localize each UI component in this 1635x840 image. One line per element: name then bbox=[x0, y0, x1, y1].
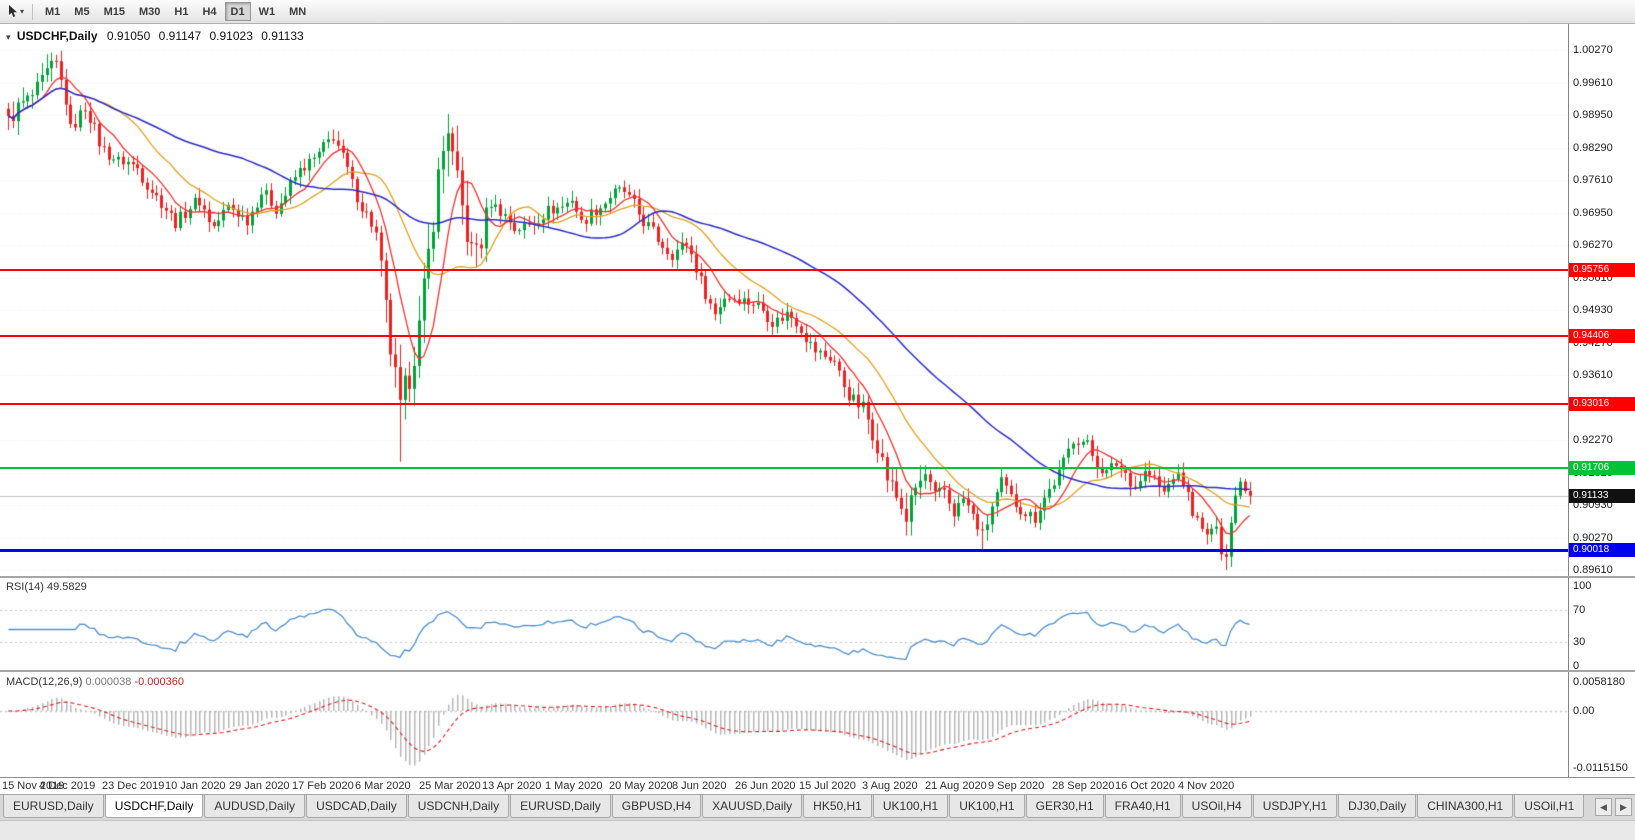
time-axis-label: 13 Apr 2020 bbox=[482, 780, 542, 792]
chart-tab-7-xauusd-daily[interactable]: XAUUSD,Daily bbox=[702, 795, 803, 818]
chart-tab-17-usoil-h1[interactable]: USOil,H1 bbox=[1514, 795, 1585, 818]
timeframe-button-h1[interactable]: H1 bbox=[168, 2, 194, 21]
chart-tab-6-gbpusd-h4[interactable]: GBPUSD,H4 bbox=[611, 795, 702, 818]
chart-tab-5-eurusd-daily[interactable]: EURUSD,Daily bbox=[510, 795, 611, 818]
price-tag-0.95756: 0.95756 bbox=[1569, 263, 1635, 277]
timeframe-button-m1[interactable]: M1 bbox=[39, 2, 66, 21]
price-axis-label: 0.96950 bbox=[1573, 207, 1613, 219]
rsi-axis-label: 70 bbox=[1573, 604, 1586, 616]
time-axis-label: 20 May 2020 bbox=[609, 780, 673, 792]
timeframe-button-m15[interactable]: M15 bbox=[98, 2, 131, 21]
price-tag-0.90018: 0.90018 bbox=[1569, 543, 1635, 557]
tabs-scroll-left-button[interactable]: ◀ bbox=[1595, 798, 1612, 816]
timeframe-toolbar: ▾ M1 M5 M15 M30 H1 H4 D1 W1 MN bbox=[0, 0, 1635, 24]
rsi-axis-label: 30 bbox=[1573, 636, 1586, 648]
time-axis-label: 15 Nov 2019 bbox=[2, 780, 65, 792]
macd-axis-label: 0.00 bbox=[1573, 705, 1595, 717]
price-axis: 1.00270 0.99610 0.98950 0.98290 0.97610 0.969… bbox=[1568, 24, 1635, 778]
time-axis-label: 16 Oct 2020 bbox=[1115, 780, 1175, 792]
macd-axis-label: 0.0058180 bbox=[1573, 676, 1625, 688]
price-axis-label: 0.99610 bbox=[1573, 77, 1613, 89]
time-axis-label: 25 Mar 2020 bbox=[419, 780, 481, 792]
price-axis-label: 0.98950 bbox=[1573, 109, 1613, 121]
chart-tabs-bar: EURUSD,Daily USDCHF,Daily AUDUSD,Daily USDC… bbox=[0, 794, 1635, 820]
time-axis-label: 21 Aug 2020 bbox=[925, 780, 987, 792]
status-area bbox=[0, 820, 1635, 840]
time-axis-label: 4 Nov 2020 bbox=[1178, 780, 1235, 792]
timeframe-button-m30[interactable]: M30 bbox=[133, 2, 166, 21]
chart-tab-4-usdcnh-daily[interactable]: USDCNH,Daily bbox=[407, 795, 510, 818]
chart-tab-3-usdcad-daily[interactable]: USDCAD,Daily bbox=[306, 795, 407, 818]
timeframe-button-mn[interactable]: MN bbox=[283, 2, 312, 21]
timeframe-button-d1[interactable]: D1 bbox=[224, 2, 251, 22]
price-axis-label: 1.00270 bbox=[1573, 44, 1613, 56]
price-tag-0.93016: 0.93016 bbox=[1569, 397, 1635, 411]
chart-tab-9-uk100-h1[interactable]: UK100,H1 bbox=[872, 795, 949, 818]
timeframe-buttons-group: M1 M5 M15 M30 H1 H4 D1 W1 MN bbox=[38, 2, 313, 22]
price-axis-label: 0.92270 bbox=[1573, 434, 1613, 446]
time-axis-divider bbox=[0, 777, 1635, 778]
toolbar-dropdown-caret[interactable]: ▾ bbox=[20, 7, 25, 16]
chart-tab-11-ger30-h1[interactable]: GER30,H1 bbox=[1025, 795, 1104, 818]
time-axis-label: 28 Sep 2020 bbox=[1052, 780, 1115, 792]
panel-divider-rsi-macd[interactable] bbox=[0, 670, 1635, 672]
time-axis-label: 4 Dec 2019 bbox=[39, 780, 96, 792]
price-axis-label: 0.98290 bbox=[1573, 142, 1613, 154]
timeframe-button-h4[interactable]: H4 bbox=[196, 2, 222, 21]
chart-tab-13-usoil-h4[interactable]: USOil,H4 bbox=[1181, 795, 1252, 818]
current-price-tag: 0.91133 bbox=[1569, 489, 1635, 503]
chart-tab-2-audusd-daily[interactable]: AUDUSD,Daily bbox=[204, 795, 306, 818]
chart-tab-16-china300-h1[interactable]: CHINA300,H1 bbox=[1417, 795, 1514, 818]
price-tag-0.94406: 0.94406 bbox=[1569, 329, 1635, 343]
time-axis-label: 26 Jun 2020 bbox=[735, 780, 796, 792]
timeframe-button-m5[interactable]: M5 bbox=[68, 2, 95, 21]
tabs-scroll-right-button[interactable]: ▶ bbox=[1615, 798, 1632, 816]
time-axis: 15 Nov 2019 4 Dec 2019 23 Dec 2019 10 Jan 2… bbox=[0, 778, 1568, 794]
time-axis-label: 15 Jul 2020 bbox=[799, 780, 856, 792]
chart-tabs-strip: EURUSD,Daily USDCHF,Daily AUDUSD,Daily USDC… bbox=[0, 795, 1635, 820]
chart-tab-12-fra40-h1[interactable]: FRA40,H1 bbox=[1104, 795, 1181, 818]
price-axis-label: 0.90270 bbox=[1573, 532, 1613, 544]
time-axis-label: 9 Sep 2020 bbox=[988, 780, 1045, 792]
rsi-axis-label: 100 bbox=[1573, 580, 1592, 592]
chart-tab-14-usdjpy-h1[interactable]: USDJPY,H1 bbox=[1252, 795, 1338, 818]
time-axis-label: 23 Dec 2019 bbox=[102, 780, 165, 792]
timeframe-button-w1[interactable]: W1 bbox=[253, 2, 282, 21]
cursor-tool-icon[interactable] bbox=[8, 5, 19, 18]
price-axis-label: 0.89610 bbox=[1573, 564, 1613, 576]
time-axis-label: 3 Aug 2020 bbox=[862, 780, 918, 792]
chart-tab-10-uk100-h1[interactable]: UK100,H1 bbox=[949, 795, 1025, 818]
time-axis-label: 17 Feb 2020 bbox=[292, 780, 354, 792]
time-axis-label: 29 Jan 2020 bbox=[229, 780, 290, 792]
chart-tab-15-dj30-daily[interactable]: DJ30,Daily bbox=[1338, 795, 1417, 818]
tabs-scroll-buttons: ◀ ▶ bbox=[1595, 798, 1632, 816]
chart-tab-1-usdchf-daily[interactable]: USDCHF,Daily bbox=[104, 795, 204, 818]
time-axis-label: 10 Jan 2020 bbox=[165, 780, 226, 792]
toolbar-separator bbox=[32, 3, 34, 20]
time-axis-label: 1 May 2020 bbox=[545, 780, 603, 792]
price-tag-0.91706: 0.91706 bbox=[1569, 461, 1635, 475]
price-axis-label: 0.97610 bbox=[1573, 174, 1613, 186]
price-axis-label: 0.94930 bbox=[1573, 304, 1613, 316]
panel-divider-main-rsi[interactable] bbox=[0, 576, 1635, 578]
chart-tab-8-hk50-h1[interactable]: HK50,H1 bbox=[803, 795, 872, 818]
time-axis-label: 6 Mar 2020 bbox=[355, 780, 411, 792]
chart-tab-0-eurusd-daily[interactable]: EURUSD,Daily bbox=[3, 795, 104, 818]
macd-axis-label: -0.0115150 bbox=[1573, 762, 1628, 774]
time-axis-label: 8 Jun 2020 bbox=[672, 780, 727, 792]
chart-tool-group: ▾ bbox=[5, 5, 27, 18]
rsi-axis-label: 0 bbox=[1573, 660, 1580, 672]
price-axis-label: 0.93610 bbox=[1573, 369, 1613, 381]
price-axis-label: 0.96270 bbox=[1573, 239, 1613, 251]
